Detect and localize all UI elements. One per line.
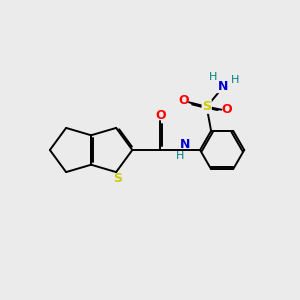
Text: H: H (209, 72, 217, 82)
Text: O: O (221, 103, 232, 116)
Text: S: S (202, 100, 211, 113)
Text: H: H (176, 152, 184, 161)
Text: H: H (230, 75, 239, 85)
Text: O: O (178, 94, 189, 107)
Text: N: N (180, 138, 190, 151)
Text: S: S (113, 172, 122, 185)
Text: O: O (155, 109, 166, 122)
Text: N: N (218, 80, 228, 93)
